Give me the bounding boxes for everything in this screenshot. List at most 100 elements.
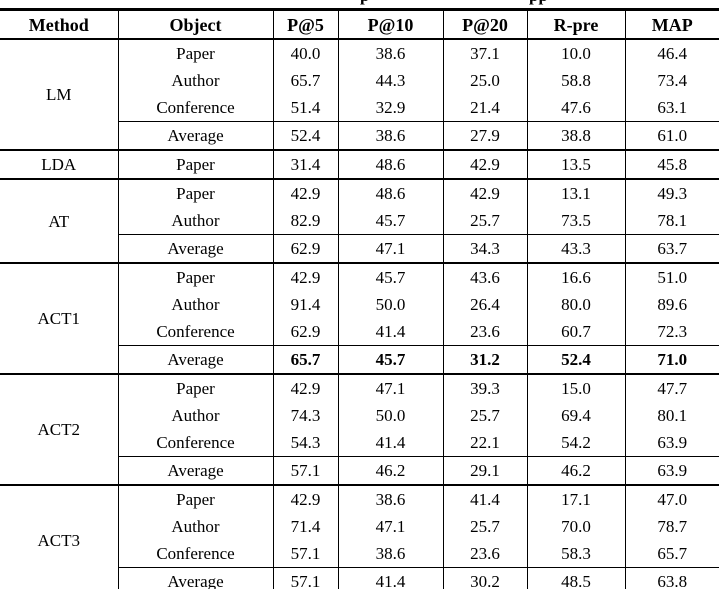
object-cell: Average [117,121,273,150]
value-cell: 38.6 [337,484,443,513]
value-cell: 47.1 [337,513,443,540]
value-cell: 13.1 [526,178,625,207]
object-cell: Average [117,345,273,374]
value-cell: 61.0 [624,121,719,150]
table-row: ACT1 Paper 42.9 45.7 43.6 16.6 51.0 [0,262,719,374]
object-cell: Author [117,207,273,235]
object-cell: Paper [117,149,273,179]
method-cell-act1: ACT1 [0,262,118,374]
average-row: Average 52.4 38.6 27.9 38.8 61.0 [0,121,719,150]
value-cell: 52.4 [272,121,338,150]
value-cell: 41.4 [337,567,443,589]
value-cell: 23.6 [442,540,527,568]
table-row: LM Paper 40.0 38.6 37.1 10.0 46.4 [0,39,719,103]
value-cell: 63.1 [624,94,719,122]
value-cell: 43.6 [442,262,527,291]
method-cell-at: AT [0,178,118,263]
value-cell: 44.3 [337,67,443,94]
value-cell: 82.9 [272,207,338,235]
value-cell: 47.0 [624,484,719,513]
value-cell: 78.1 [624,207,719,235]
value-cell: 42.9 [272,178,338,207]
table-row: Conference 62.9 41.4 23.6 60.7 72.3 [0,318,719,346]
value-cell: 46.4 [624,39,719,67]
value-cell: 37.1 [442,39,527,67]
value-cell: 51.0 [624,262,719,291]
value-cell: 45.7 [337,262,443,291]
value-cell-bold: 71.0 [624,345,719,374]
value-cell: 15.0 [526,373,625,402]
value-cell: 50.0 [337,291,443,318]
value-cell: 62.9 [272,234,338,263]
value-cell-bold: 31.2 [442,345,527,374]
table-row: Conference 51.4 32.9 21.4 47.6 63.1 [0,94,719,122]
method-cell-lm: LM [46,85,72,104]
value-cell: 74.3 [272,402,338,429]
value-cell: 25.0 [442,67,527,94]
value-cell: 31.4 [272,149,338,179]
caption-fragment: p [360,0,369,4]
value-cell: 58.3 [526,540,625,568]
col-header-map: MAP [624,9,719,40]
object-cell: Author [117,513,273,540]
table-row: AT Paper 42.9 48.6 42.9 13.1 49.3 [0,178,719,263]
value-cell: 46.2 [337,456,443,485]
value-cell: 43.3 [526,234,625,263]
value-cell: 26.4 [442,291,527,318]
value-cell: 70.0 [526,513,625,540]
value-cell: 49.3 [624,178,719,207]
value-cell: 29.1 [442,456,527,485]
value-cell: 65.7 [624,540,719,568]
value-cell: 47.1 [337,373,443,402]
value-cell: 27.9 [442,121,527,150]
results-table: Method Object P@5 P@10 P@20 R-pre MAP LM… [0,8,719,589]
value-cell: 42.9 [272,262,338,291]
value-cell: 48.6 [337,178,443,207]
value-cell: 48.5 [526,567,625,589]
value-cell: 47.7 [624,373,719,402]
table-row: Conference 54.3 41.4 22.1 54.2 63.9 [0,429,719,457]
table-row: ACT3 Paper 42.9 38.6 41.4 17.1 47.0 [0,484,719,589]
table-row: Author 82.9 45.7 25.7 73.5 78.1 [0,207,719,235]
table-row: LDA Paper 31.4 48.6 42.9 13.5 45.8 [0,149,719,179]
value-cell: 47.6 [526,94,625,122]
value-cell: 22.1 [442,429,527,457]
value-cell: 45.7 [337,207,443,235]
object-cell: Paper [117,373,273,402]
col-header-object: Object [117,9,273,40]
table-row: Author 71.4 47.1 25.7 70.0 78.7 [0,513,719,540]
value-cell: 46.2 [526,456,625,485]
value-cell: 32.9 [337,94,443,122]
object-cell: Author [117,291,273,318]
value-cell: 73.5 [526,207,625,235]
value-cell-bold: 65.7 [272,345,338,374]
value-cell: 72.3 [624,318,719,346]
value-cell: 41.4 [442,484,527,513]
value-cell: 23.6 [442,318,527,346]
object-cell: Conference [117,429,273,457]
method-cell-act3: ACT3 [0,484,118,589]
value-cell: 25.7 [442,207,527,235]
value-cell: 48.6 [337,149,443,179]
value-cell: 63.9 [624,456,719,485]
value-cell: 54.2 [526,429,625,457]
table-row: ACT2 Paper 42.9 47.1 39.3 15.0 47.7 [0,373,719,485]
value-cell: 34.3 [442,234,527,263]
value-cell: 38.8 [526,121,625,150]
object-cell: Conference [117,318,273,346]
col-header-p5: P@5 [272,9,338,40]
table-row: Author 65.7 44.3 25.0 58.8 73.4 [0,67,719,94]
value-cell: 57.1 [272,456,338,485]
value-cell: 62.9 [272,318,338,346]
value-cell: 21.4 [442,94,527,122]
value-cell: 16.6 [526,262,625,291]
method-cell-lda: LDA [0,149,118,179]
object-cell: Average [117,234,273,263]
object-cell: Paper [117,262,273,291]
col-header-method: Method [0,9,118,40]
col-header-p10: P@10 [337,9,443,40]
object-cell: Paper [117,178,273,207]
object-cell: Paper [117,39,273,67]
object-cell: Conference [117,540,273,568]
